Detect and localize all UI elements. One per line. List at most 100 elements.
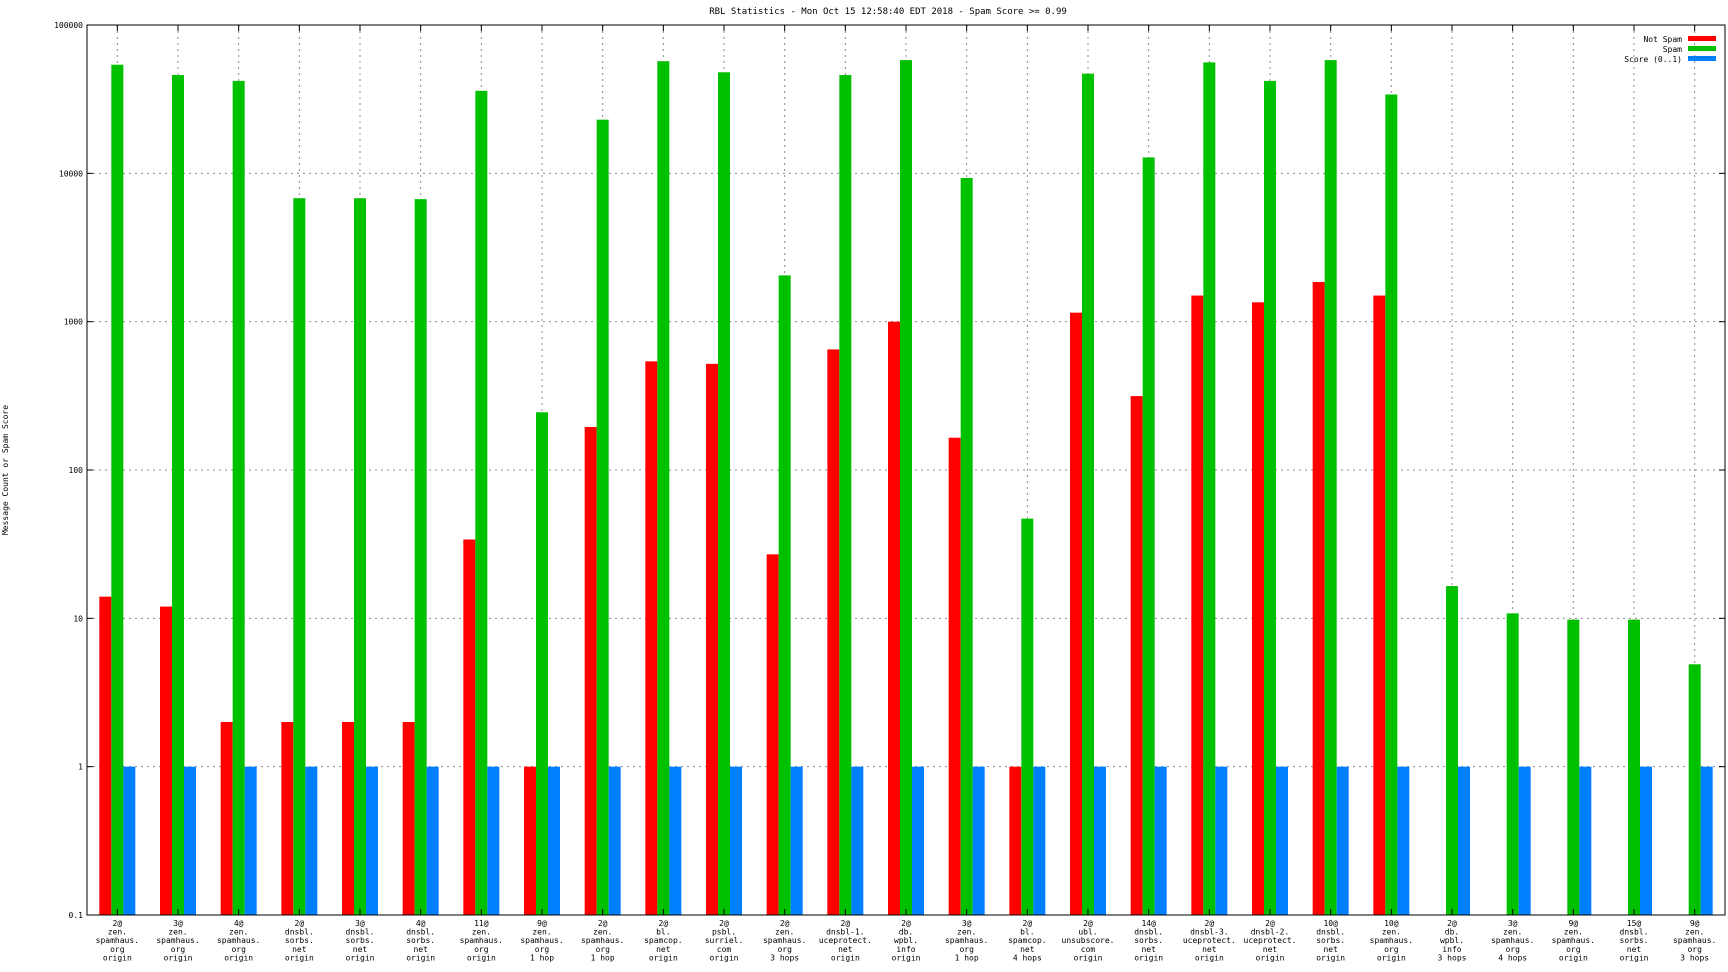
- x-tick-label: 2@ zen. spamhaus. org origin: [96, 919, 139, 962]
- y-axis-label: Message Count or Spam Score: [1, 405, 10, 535]
- y-tick-label: 100000: [54, 21, 83, 30]
- bar-spam: [1506, 613, 1519, 915]
- y-tick-label: 0.1: [69, 911, 84, 920]
- bar-score-0-1: [851, 766, 864, 915]
- bar-spam: [839, 75, 852, 916]
- bar-spam: [778, 275, 791, 915]
- bar-score-0-1: [1518, 766, 1531, 915]
- bar-score-0-1: [790, 766, 803, 915]
- x-tick-label: 2@ dnsbl-3. uceprotect. net origin: [1183, 919, 1236, 962]
- bar-spam: [1628, 619, 1640, 915]
- bar-spam: [475, 90, 488, 916]
- bar-score-0-1: [426, 766, 439, 915]
- legend-swatch: [1688, 46, 1716, 51]
- bar-score-0-1: [1458, 766, 1470, 915]
- bar-score-0-1: [1215, 766, 1228, 915]
- bar-spam: [596, 119, 609, 915]
- x-tick-label: 10@ zen. spamhaus. org origin: [1370, 919, 1413, 962]
- bar-spam: [718, 72, 730, 916]
- bar-not-spam: [402, 722, 415, 915]
- y-tick-label: 10000: [59, 169, 83, 178]
- x-tick-label: 3@ zen. spamhaus. org 1 hop: [945, 919, 988, 962]
- x-tick-label: 2@ ubl. unsubscore. com origin: [1062, 919, 1115, 962]
- bar-score-0-1: [1094, 766, 1106, 915]
- bar-score-0-1: [123, 766, 136, 915]
- bar-score-0-1: [1640, 766, 1652, 915]
- bar-not-spam: [524, 766, 536, 915]
- bar-not-spam: [463, 539, 476, 915]
- legend-label: Not Spam: [1643, 35, 1682, 44]
- y-tick-label: 100: [69, 466, 84, 475]
- x-tick-label: 2@ db. wpbl. info 3 hops: [1438, 919, 1467, 962]
- chart-title: RBL Statistics - Mon Oct 15 12:58:40 EDT…: [709, 7, 1067, 17]
- bar-spam: [111, 64, 124, 915]
- x-tick-label: 3@ dnsbl. sorbs. net origin: [346, 919, 375, 962]
- bar-not-spam: [1312, 282, 1325, 915]
- legend-label: Spam: [1663, 45, 1682, 54]
- legend-swatch: [1688, 56, 1716, 61]
- bar-spam: [657, 61, 670, 915]
- bar-not-spam: [1252, 302, 1264, 915]
- x-tick-label: 9@ zen. spamhaus. org origin: [1552, 919, 1595, 962]
- bar-score-0-1: [366, 766, 378, 915]
- bar-not-spam: [1130, 396, 1143, 915]
- x-tick-label: 9@ zen. spamhaus. org 3 hops: [1673, 919, 1716, 962]
- bar-score-0-1: [669, 766, 682, 915]
- x-tick-label: 2@ dnsbl. sorbs. net origin: [285, 919, 314, 962]
- x-tick-label: 9@ zen. spamhaus. org 1 hop: [520, 919, 563, 962]
- bar-spam: [1264, 80, 1276, 915]
- bar-not-spam: [827, 349, 840, 915]
- bar-not-spam: [99, 596, 112, 915]
- bar-score-0-1: [972, 766, 985, 915]
- bar-score-0-1: [608, 766, 621, 915]
- bar-score-0-1: [1700, 766, 1713, 915]
- x-tick-label: 15@ dnsbl. sorbs. net origin: [1620, 919, 1649, 962]
- y-tick-label: 10: [73, 614, 83, 623]
- bar-not-spam: [766, 554, 779, 915]
- bar-not-spam: [706, 363, 718, 915]
- bar-spam: [1021, 518, 1034, 915]
- bar-score-0-1: [305, 766, 318, 915]
- bar-score-0-1: [1033, 766, 1046, 915]
- bar-score-0-1: [1154, 766, 1167, 915]
- x-tick-label: 11@ zen. spamhaus. org origin: [460, 919, 503, 962]
- legend-swatch: [1688, 36, 1716, 41]
- x-tick-label: 2@ bl. spamcop. net origin: [644, 919, 683, 962]
- bar-spam: [232, 80, 245, 915]
- bar-not-spam: [281, 722, 294, 915]
- bar-score-0-1: [1276, 766, 1288, 915]
- legend-label: Score (0..1): [1624, 55, 1682, 64]
- bar-spam: [172, 75, 184, 916]
- x-tick-label: 2@ zen. spamhaus. org 3 hops: [763, 919, 806, 962]
- y-tick-label: 1: [78, 763, 83, 772]
- bar-score-0-1: [244, 766, 257, 915]
- bar-spam: [536, 412, 548, 915]
- bar-score-0-1: [487, 766, 500, 915]
- bar-not-spam: [584, 426, 597, 915]
- bar-not-spam: [1373, 295, 1386, 915]
- bar-score-0-1: [1397, 766, 1410, 915]
- bar-not-spam: [888, 321, 900, 916]
- bar-spam: [1446, 586, 1458, 915]
- bar-score-0-1: [1579, 766, 1592, 915]
- bar-not-spam: [1191, 295, 1204, 915]
- axis-ticks: 0.1 1 10 100 1000 10000 100000 2@ zen. spamhaus. o…: [54, 21, 1725, 962]
- bar-spam: [900, 60, 912, 916]
- bars: [99, 60, 1713, 916]
- bar-spam: [354, 198, 366, 915]
- x-tick-label: 4@ dnsbl. sorbs. net origin: [406, 919, 435, 962]
- x-tick-label: 3@ zen. spamhaus. org 4 hops: [1491, 919, 1534, 962]
- bar-spam: [414, 199, 427, 916]
- bar-spam: [1385, 94, 1398, 915]
- bar-spam: [293, 198, 306, 915]
- bar-spam: [960, 178, 973, 915]
- x-tick-label: 2@ db. wpbl. info origin: [892, 919, 921, 962]
- bar-score-0-1: [912, 766, 924, 915]
- bar-not-spam: [1009, 766, 1022, 915]
- bar-not-spam: [948, 437, 961, 915]
- bar-score-0-1: [184, 766, 196, 915]
- bar-score-0-1: [730, 766, 742, 915]
- x-tick-label: 3@ zen. spamhaus. org origin: [156, 919, 199, 962]
